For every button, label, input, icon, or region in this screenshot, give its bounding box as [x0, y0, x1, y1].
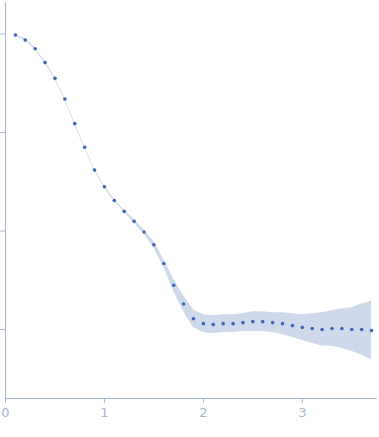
- svg-text:1: 1: [100, 405, 108, 420]
- svg-text:0: 0: [1, 405, 9, 420]
- svg-text:2: 2: [199, 405, 207, 420]
- svg-text:3: 3: [298, 405, 306, 420]
